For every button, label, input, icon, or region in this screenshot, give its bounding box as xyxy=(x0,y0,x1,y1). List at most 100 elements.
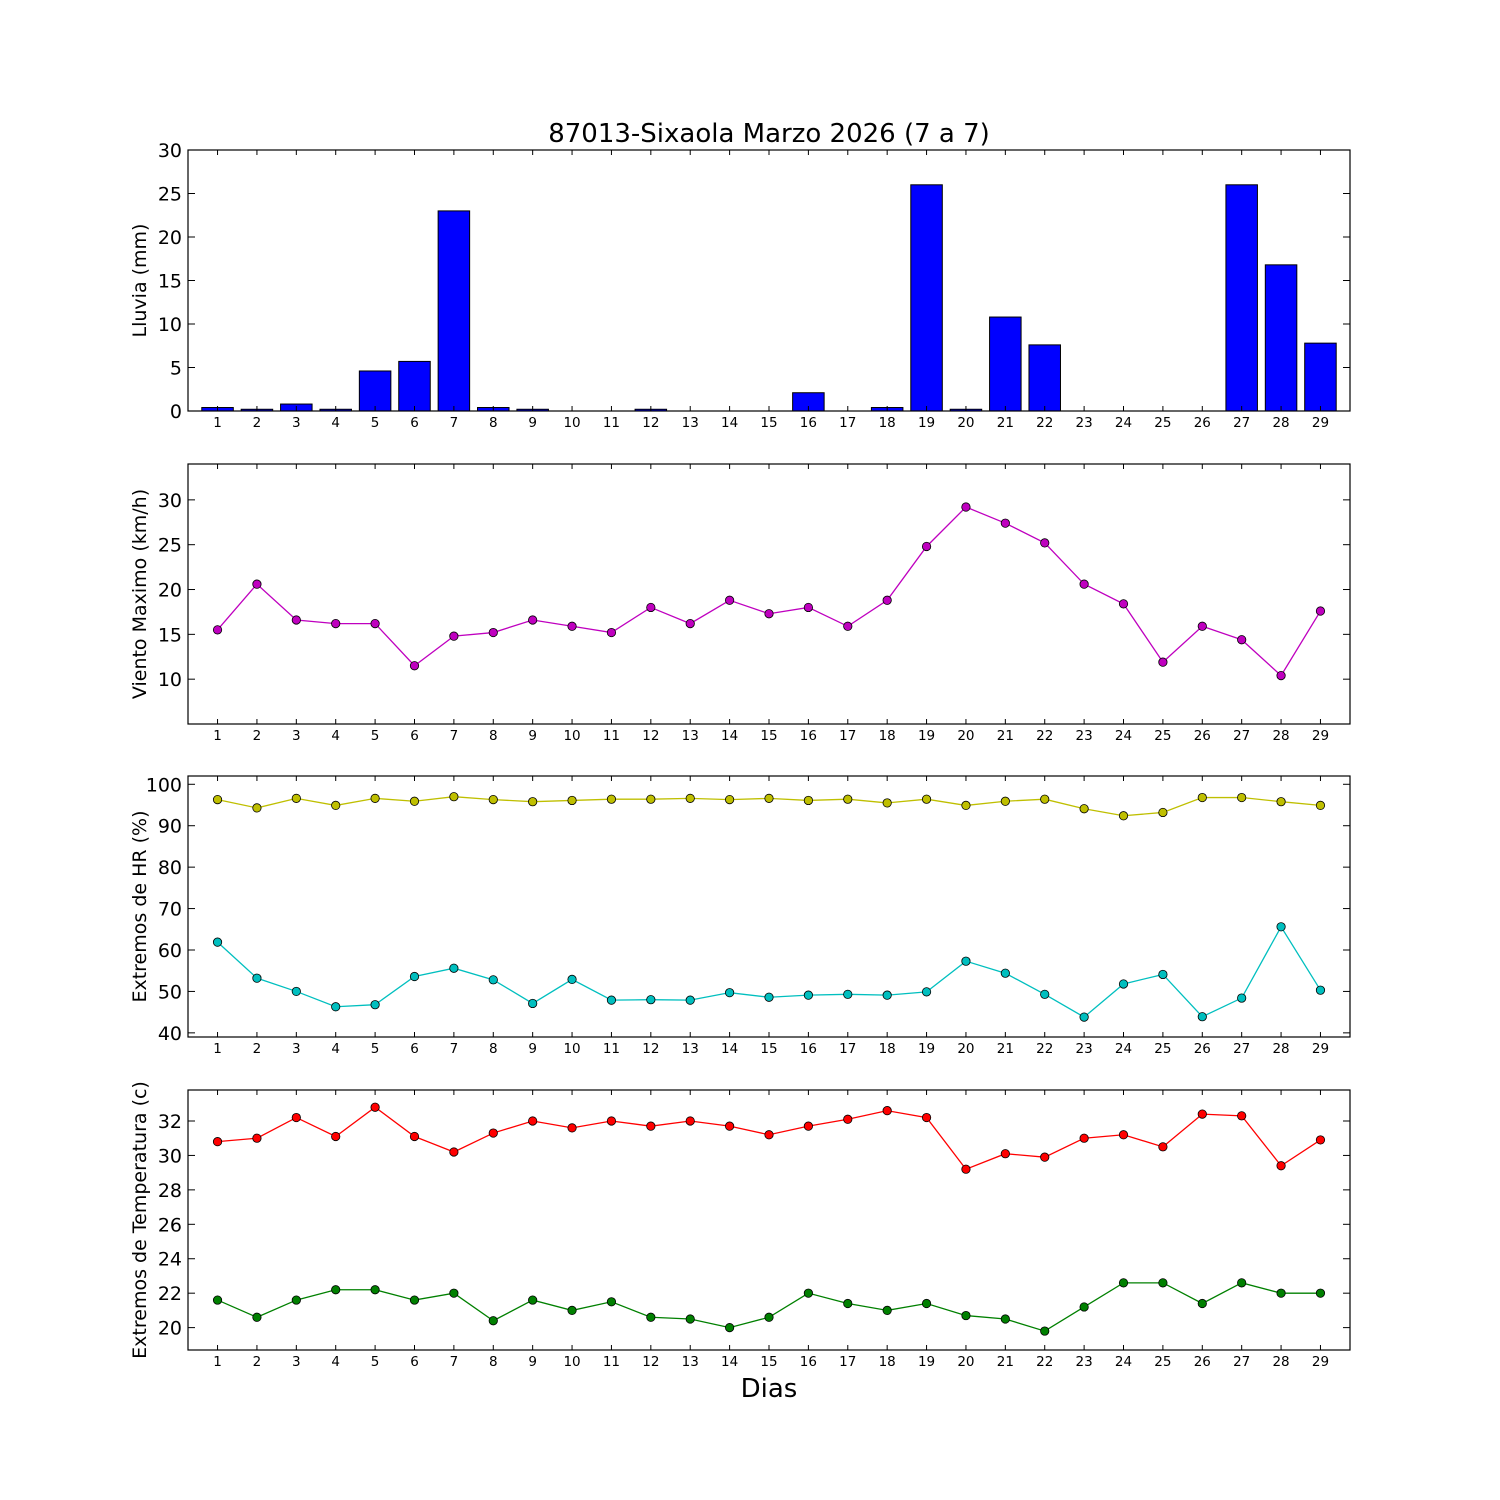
wind-x-tick-label: 4 xyxy=(331,728,340,744)
rainfall-x-tick-label: 7 xyxy=(450,415,459,431)
humidity-y-tick-label: 100 xyxy=(146,774,182,796)
temperature-point xyxy=(843,1114,853,1124)
temperature-point xyxy=(1197,1109,1207,1119)
rainfall-x-tick-label: 24 xyxy=(1115,415,1132,431)
wind-x-tick-label: 21 xyxy=(997,728,1014,744)
wind-y-axis-label: Viento Maximo (km/h) xyxy=(129,489,151,699)
wind-point xyxy=(843,621,853,631)
temperature-point xyxy=(803,1288,813,1298)
humidity-x-tick-label: 7 xyxy=(450,1041,459,1057)
temperature-point xyxy=(567,1305,577,1316)
rainfall-x-tick-label: 8 xyxy=(489,415,498,431)
temperature-x-tick-label: 29 xyxy=(1312,1354,1329,1370)
temperature-point xyxy=(921,1112,932,1123)
humidity-y-tick-label: 50 xyxy=(158,981,182,1003)
humidity-point xyxy=(370,793,380,803)
wind-point xyxy=(882,595,892,605)
temperature-point xyxy=(1315,1288,1326,1298)
temperature-x-tick-label: 5 xyxy=(371,1354,380,1370)
temperature-x-tick-label: 19 xyxy=(918,1354,935,1370)
humidity-point xyxy=(1197,1012,1207,1022)
temperature-x-tick-label: 22 xyxy=(1036,1354,1053,1370)
temperature-series-0 xyxy=(212,1102,1326,1174)
temperature-point xyxy=(764,1312,774,1322)
temperature-point xyxy=(252,1312,262,1322)
wind-x-tick-label: 19 xyxy=(918,728,935,744)
humidity-y-tick-label: 90 xyxy=(158,816,182,838)
rainfall-x-tick-label: 26 xyxy=(1194,415,1211,431)
temperature-point xyxy=(370,1285,380,1295)
wind-x-tick-label: 29 xyxy=(1312,728,1329,744)
humidity-point xyxy=(449,963,459,973)
humidity-point xyxy=(252,973,262,983)
wind-x-tick-label: 27 xyxy=(1233,728,1250,744)
temperature-point xyxy=(882,1305,892,1316)
humidity-point xyxy=(567,795,577,806)
temperature-x-tick-label: 9 xyxy=(528,1354,537,1370)
humidity-point xyxy=(764,992,774,1002)
temperature-point xyxy=(488,1128,498,1138)
temperature-y-tick-label: 22 xyxy=(158,1283,182,1305)
temperature-y-tick-label: 32 xyxy=(158,1111,182,1133)
wind-x-tick-label: 6 xyxy=(410,728,419,744)
wind-x-tick-label: 8 xyxy=(489,728,498,744)
wind-x-tick-label: 23 xyxy=(1076,728,1093,744)
humidity-x-tick-label: 14 xyxy=(721,1041,738,1057)
humidity-x-tick-label: 23 xyxy=(1076,1041,1093,1057)
temperature-point xyxy=(212,1295,223,1305)
temperature-point xyxy=(1118,1278,1129,1288)
temperature-point xyxy=(212,1137,223,1147)
humidity-x-tick-label: 22 xyxy=(1036,1041,1053,1057)
rainfall-x-tick-label: 29 xyxy=(1312,415,1329,431)
humidity-point xyxy=(725,988,735,998)
rainfall-x-tick-label: 17 xyxy=(839,415,856,431)
temperature-point xyxy=(331,1285,341,1295)
rainfall-bar xyxy=(989,316,1022,412)
temperature-point xyxy=(1315,1135,1326,1145)
temperature-point xyxy=(409,1295,420,1305)
rainfall-x-tick-label: 20 xyxy=(957,415,974,431)
humidity-x-tick-label: 19 xyxy=(918,1041,935,1057)
temperature-x-tick-label: 3 xyxy=(292,1354,301,1370)
chart-title: 87013-Sixaola Marzo 2026 (7 a 7) xyxy=(548,119,990,149)
temperature-y-tick-label: 28 xyxy=(158,1180,182,1202)
temperature-point xyxy=(291,1295,301,1305)
rainfall-y-tick-label: 15 xyxy=(158,271,182,293)
wind-y-tick-label: 15 xyxy=(158,624,182,646)
wind-x-tick-label: 18 xyxy=(879,728,896,744)
temperature-point xyxy=(1158,1278,1168,1288)
humidity-point xyxy=(646,794,656,804)
humidity-point xyxy=(843,794,853,804)
humidity-y-tick-label: 80 xyxy=(158,857,182,879)
rainfall-x-tick-label: 15 xyxy=(760,415,777,431)
temperature-point xyxy=(803,1121,813,1131)
humidity-point xyxy=(1118,811,1129,821)
temperature-x-tick-label: 27 xyxy=(1233,1354,1250,1370)
humidity-x-tick-label: 10 xyxy=(563,1041,580,1057)
humidity-x-tick-label: 16 xyxy=(800,1041,817,1057)
humidity-point xyxy=(606,995,617,1005)
wind-point xyxy=(1000,518,1010,528)
humidity-point xyxy=(1237,993,1247,1003)
humidity-point xyxy=(1158,807,1168,818)
wind-point xyxy=(331,618,341,629)
wind-point xyxy=(803,602,813,613)
humidity-x-tick-label: 4 xyxy=(331,1041,340,1057)
rainfall-bar xyxy=(1304,342,1337,412)
temperature-point xyxy=(1000,1314,1010,1324)
humidity-point xyxy=(212,795,223,805)
humidity-point xyxy=(291,986,301,997)
temperature-x-tick-label: 17 xyxy=(839,1354,856,1370)
rainfall-bar xyxy=(398,360,431,412)
rainfall-x-tick-label: 1 xyxy=(213,415,222,431)
temperature-point xyxy=(725,1323,735,1333)
humidity-point xyxy=(882,798,892,808)
temperature-point xyxy=(488,1316,498,1326)
rainfall-x-tick-label: 12 xyxy=(642,415,659,431)
humidity-x-tick-label: 26 xyxy=(1194,1041,1211,1057)
rainfall-y-tick-label: 10 xyxy=(158,314,182,336)
temperature-point xyxy=(882,1106,892,1116)
humidity-x-tick-label: 13 xyxy=(682,1041,699,1057)
